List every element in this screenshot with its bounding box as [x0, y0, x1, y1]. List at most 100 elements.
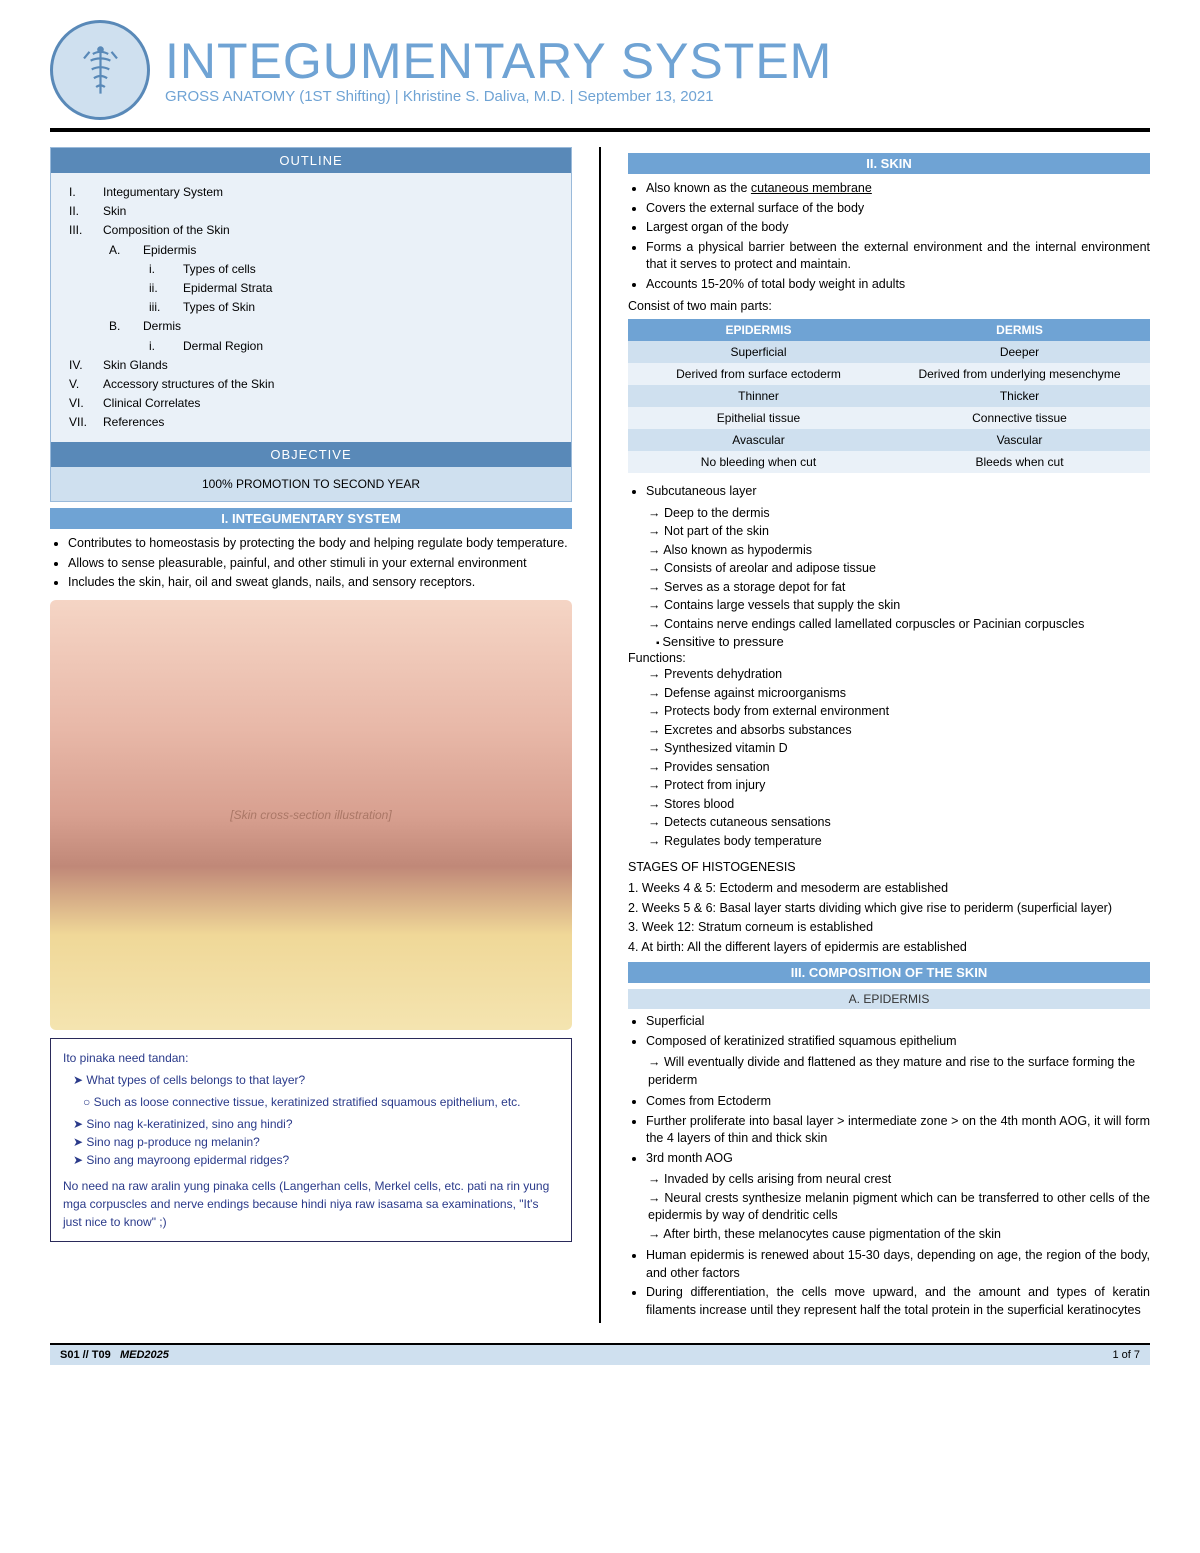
arrow-item: Stores blood: [648, 796, 1150, 814]
table-cell: Bleeds when cut: [889, 451, 1150, 473]
arrow-item: Prevents dehydration: [648, 666, 1150, 684]
outline-item: II.Skin: [69, 202, 553, 221]
s2-b1: Covers the external surface of the body: [646, 200, 1150, 218]
figure-alt: [Skin cross-section illustration]: [230, 808, 391, 822]
notes-paragraph: No need na raw aralin yung pinaka cells …: [63, 1177, 559, 1231]
s3-b2: Composed of keratinized stratified squam…: [646, 1033, 1150, 1051]
epidermis-bullets-2: Comes from Ectoderm Further proliferate …: [628, 1093, 1150, 1167]
outline-box: OUTLINE I.Integumentary SystemII.SkinIII…: [50, 147, 572, 502]
notes-item: Sino nag p-produce ng melanin?: [73, 1133, 559, 1151]
bullet-item: Contributes to homeostasis by protecting…: [68, 535, 572, 553]
table-cell: Deeper: [889, 341, 1150, 363]
arrow-item: Synthesized vitamin D: [648, 740, 1150, 758]
table-cell: Derived from underlying mesenchyme: [889, 363, 1150, 385]
outline-item: i.Types of cells: [149, 260, 553, 279]
page-subtitle: GROSS ANATOMY (1ST Shifting) | Khristine…: [165, 88, 832, 105]
outline-item: VI.Clinical Correlates: [69, 394, 553, 413]
footer-left: S01 // T09: [60, 1349, 111, 1361]
subc-title: Subcutaneous layer: [646, 483, 1150, 501]
outline-item: iii.Types of Skin: [149, 298, 553, 317]
outline-item: ii.Epidermal Strata: [149, 279, 553, 298]
s3-b2a: Will eventually divide and flattened as …: [648, 1054, 1150, 1089]
logo-seal: [50, 20, 150, 120]
outline-item: I.Integumentary System: [69, 183, 553, 202]
s2-b4: Accounts 15-20% of total body weight in …: [646, 276, 1150, 294]
s3-b5c: After birth, these melanocytes cause pig…: [648, 1226, 1150, 1244]
s3-b5b: Neural crests synthesize melanin pigment…: [648, 1190, 1150, 1225]
outline-title: OUTLINE: [51, 148, 571, 173]
consist-label: Consist of two main parts:: [628, 299, 1150, 313]
outline-item: B.Dermis: [109, 317, 553, 336]
footer-right: 1 of 7: [1112, 1349, 1140, 1361]
arrow-item: Contains nerve endings called lamellated…: [648, 616, 1150, 634]
s3-b1: Superficial: [646, 1013, 1150, 1031]
bullet-item: Includes the skin, hair, oil and sweat g…: [68, 574, 572, 592]
arrow-item: Protect from injury: [648, 777, 1150, 795]
outline-item: VII.References: [69, 413, 553, 432]
arrow-item: Not part of the skin: [648, 523, 1150, 541]
s2-b0: Also known as the cutaneous membrane: [646, 180, 1150, 198]
arrow-item: Contains large vessels that supply the s…: [648, 597, 1150, 615]
arrow-item: Detects cutaneous sensations: [648, 814, 1150, 832]
skin-figure: [Skin cross-section illustration]: [50, 600, 572, 1030]
table-cell: Thicker: [889, 385, 1150, 407]
notes-title: Ito pinaka need tandan:: [63, 1049, 559, 1067]
arrow-item: Consists of areolar and adipose tissue: [648, 560, 1150, 578]
arrow-item: Protects body from external environment: [648, 703, 1150, 721]
table-cell: Avascular: [628, 429, 889, 451]
table-cell: Thinner: [628, 385, 889, 407]
epidermis-bullets-3: Human epidermis is renewed about 15-30 d…: [628, 1247, 1150, 1319]
s3-b3: Comes from Ectoderm: [646, 1093, 1150, 1111]
page-header: INTEGUMENTARY SYSTEM GROSS ANATOMY (1ST …: [50, 20, 1150, 132]
left-column: OUTLINE I.Integumentary SystemII.SkinIII…: [50, 147, 572, 1323]
bullet-item: Allows to sense pleasurable, painful, an…: [68, 555, 572, 573]
table-cell: No bleeding when cut: [628, 451, 889, 473]
arrow-item: Regulates body temperature: [648, 833, 1150, 851]
s3-b2-sub: Will eventually divide and flattened as …: [628, 1054, 1150, 1089]
footer-mid: MED2025: [120, 1349, 169, 1361]
title-block: INTEGUMENTARY SYSTEM GROSS ANATOMY (1ST …: [165, 36, 832, 105]
objective-title: OBJECTIVE: [51, 442, 571, 467]
objective-body: 100% PROMOTION TO SECOND YEAR: [51, 467, 571, 501]
outline-body: I.Integumentary SystemII.SkinIII.Composi…: [51, 173, 571, 442]
s3-b5-sub: Invaded by cells arising from neural cre…: [628, 1171, 1150, 1243]
s3-b5a: Invaded by cells arising from neural cre…: [648, 1171, 1150, 1189]
page-footer: S01 // T09 MED2025 1 of 7: [50, 1343, 1150, 1365]
arrow-item: Serves as a storage depot for fat: [648, 579, 1150, 597]
s3-b6: Human epidermis is renewed about 15-30 d…: [646, 1247, 1150, 1282]
functions-list: Prevents dehydrationDefense against micr…: [628, 666, 1150, 850]
section-3-title: III. COMPOSITION OF THE SKIN: [628, 962, 1150, 983]
notes-sub-item: Such as loose connective tissue, keratin…: [83, 1093, 559, 1111]
arrow-item: Deep to the dermis: [648, 505, 1150, 523]
table-cell: Connective tissue: [889, 407, 1150, 429]
s3-b4: Further proliferate into basal layer > i…: [646, 1113, 1150, 1148]
arrow-item: Also known as hypodermis: [648, 542, 1150, 560]
outline-item: V.Accessory structures of the Skin: [69, 375, 553, 394]
functions-label: Functions:: [628, 651, 1150, 665]
table-cell: Derived from surface ectoderm: [628, 363, 889, 385]
subcutaneous-block: Subcutaneous layer: [628, 483, 1150, 501]
s3-b5: 3rd month AOG: [646, 1150, 1150, 1168]
arrow-item: Defense against microorganisms: [648, 685, 1150, 703]
section-1-bullets: Contributes to homeostasis by protecting…: [50, 535, 572, 592]
arrow-item: Provides sensation: [648, 759, 1150, 777]
subsection-a: A. EPIDERMIS: [628, 989, 1150, 1009]
column-divider: [599, 147, 601, 1323]
stage-item: 4. At birth: All the different layers of…: [628, 939, 1150, 957]
outline-item: A.Epidermis: [109, 241, 553, 260]
stage-item: 1. Weeks 4 & 5: Ectoderm and mesoderm ar…: [628, 880, 1150, 898]
caduceus-icon: [73, 43, 128, 98]
notes-item: What types of cells belongs to that laye…: [73, 1071, 559, 1089]
th-dermis: DERMIS: [889, 319, 1150, 341]
s2-b2: Largest organ of the body: [646, 219, 1150, 237]
right-column: II. SKIN Also known as the cutaneous mem…: [628, 147, 1150, 1323]
outline-item: III.Composition of the Skin: [69, 221, 553, 240]
section-2-title: II. SKIN: [628, 153, 1150, 174]
stages-heading: STAGES OF HISTOGENESIS: [628, 860, 1150, 874]
stages-list: 1. Weeks 4 & 5: Ectoderm and mesoderm ar…: [628, 880, 1150, 956]
outline-item: i.Dermal Region: [149, 337, 553, 356]
two-column-layout: OUTLINE I.Integumentary SystemII.SkinIII…: [50, 147, 1150, 1323]
th-epidermis: EPIDERMIS: [628, 319, 889, 341]
subcutaneous-sub: Sensitive to pressure: [628, 634, 1150, 649]
table-cell: Epithelial tissue: [628, 407, 889, 429]
